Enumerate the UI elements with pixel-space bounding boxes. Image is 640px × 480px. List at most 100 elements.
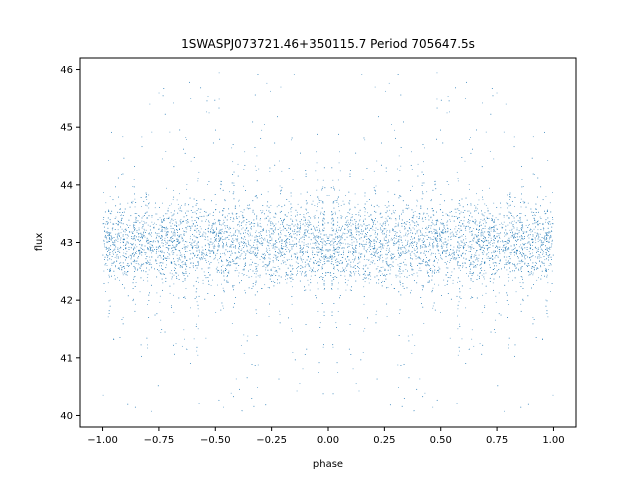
data-point xyxy=(106,248,107,250)
data-point xyxy=(439,203,441,205)
data-point xyxy=(169,205,171,206)
data-point xyxy=(493,158,495,160)
data-point xyxy=(195,236,197,238)
data-point xyxy=(460,240,462,242)
data-point xyxy=(477,274,479,276)
data-point xyxy=(332,250,334,252)
data-point xyxy=(443,231,445,233)
data-point xyxy=(479,222,480,224)
data-point xyxy=(160,255,162,257)
data-point xyxy=(221,228,223,230)
data-point xyxy=(142,234,144,236)
data-point xyxy=(172,235,174,237)
data-point xyxy=(479,244,481,246)
data-point xyxy=(481,247,483,248)
data-point xyxy=(144,253,146,255)
data-point xyxy=(366,259,368,260)
data-point xyxy=(428,215,429,217)
data-point xyxy=(278,221,279,223)
data-point xyxy=(484,212,486,214)
data-point xyxy=(540,243,542,245)
data-point xyxy=(316,240,318,242)
data-point xyxy=(148,249,149,251)
data-point xyxy=(180,223,182,225)
data-point xyxy=(139,251,140,253)
data-point xyxy=(106,238,108,240)
data-point xyxy=(180,222,182,224)
data-point xyxy=(457,281,458,283)
data-point xyxy=(314,215,316,217)
data-point xyxy=(119,248,121,249)
data-point xyxy=(292,179,294,180)
data-point xyxy=(191,220,193,222)
data-point xyxy=(206,111,207,113)
data-point xyxy=(318,225,319,226)
data-point xyxy=(259,276,261,278)
data-point xyxy=(299,221,301,223)
data-point xyxy=(315,244,317,246)
data-point xyxy=(389,229,391,231)
data-point xyxy=(214,219,216,220)
data-point xyxy=(256,253,258,255)
data-point xyxy=(521,221,523,223)
data-point xyxy=(523,237,525,239)
data-point xyxy=(386,245,388,247)
data-point xyxy=(546,232,548,233)
data-point xyxy=(172,223,174,225)
data-point xyxy=(198,403,200,404)
data-point xyxy=(183,230,184,232)
data-point xyxy=(162,239,163,240)
data-point xyxy=(383,245,385,247)
data-point xyxy=(290,211,292,213)
data-point xyxy=(436,238,438,240)
data-point xyxy=(525,224,527,226)
data-point xyxy=(339,239,341,241)
data-point xyxy=(237,163,239,165)
data-point xyxy=(519,217,521,219)
data-point xyxy=(132,231,134,233)
data-point xyxy=(420,258,422,260)
data-point xyxy=(152,227,154,228)
data-point xyxy=(417,200,419,202)
data-point xyxy=(183,254,185,255)
data-point xyxy=(219,224,221,226)
data-point xyxy=(131,255,132,257)
data-point xyxy=(330,222,332,224)
data-point xyxy=(416,225,417,227)
data-point xyxy=(465,307,467,309)
data-point xyxy=(538,277,539,279)
data-point xyxy=(301,274,302,276)
data-point xyxy=(508,262,510,263)
data-point xyxy=(540,257,542,258)
data-point xyxy=(519,282,521,283)
data-point xyxy=(513,234,515,236)
data-point xyxy=(540,245,542,246)
data-point xyxy=(513,220,515,222)
data-point xyxy=(133,179,135,180)
data-point xyxy=(267,191,269,193)
data-point xyxy=(397,275,399,277)
data-point xyxy=(331,255,333,256)
data-point xyxy=(317,206,318,207)
data-point xyxy=(515,266,517,268)
data-point xyxy=(352,267,354,268)
data-point xyxy=(235,252,237,254)
data-point xyxy=(181,222,183,224)
data-point xyxy=(459,236,461,238)
data-point xyxy=(286,247,288,249)
data-point xyxy=(421,227,423,229)
data-point xyxy=(355,220,357,222)
data-point xyxy=(162,251,164,253)
data-point xyxy=(324,214,325,216)
data-point xyxy=(400,284,402,286)
data-point xyxy=(339,170,341,172)
data-point xyxy=(301,252,303,253)
data-point xyxy=(325,254,327,256)
data-point xyxy=(288,248,290,250)
data-point xyxy=(197,228,198,229)
data-point xyxy=(416,248,418,250)
data-point xyxy=(239,220,241,222)
data-point xyxy=(212,279,213,281)
data-point xyxy=(386,247,388,249)
data-point xyxy=(266,209,267,211)
